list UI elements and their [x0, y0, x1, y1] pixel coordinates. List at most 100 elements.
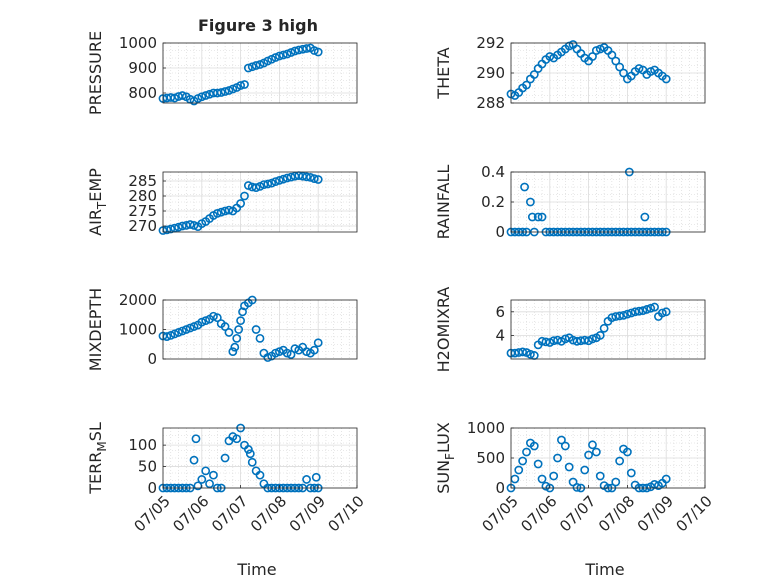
data-point: [234, 325, 244, 334]
data-point: [640, 212, 650, 222]
y-tick-label: 4: [495, 326, 505, 344]
data-point: [177, 91, 187, 100]
data-point: [638, 306, 648, 316]
data-point: [224, 328, 234, 337]
y-tick-label: 100: [128, 436, 157, 454]
axes-box: [162, 42, 358, 104]
data-point: [514, 465, 524, 475]
data-point: [255, 333, 265, 343]
y-axis-label: MIXDEPTH: [86, 288, 105, 371]
data-point: [243, 181, 253, 190]
subplot-7: 05010007/0507/0607/0707/0807/0907/10TERR…: [86, 422, 368, 535]
data-point: [174, 328, 183, 337]
data-point: [212, 313, 222, 323]
data-point: [615, 456, 625, 466]
data-point: [286, 48, 296, 57]
data-point: [553, 453, 562, 463]
data-point: [189, 220, 199, 230]
data-point: [560, 441, 570, 451]
data-point: [170, 329, 180, 339]
data-point: [174, 222, 183, 232]
y-tick-label: 292: [476, 34, 505, 52]
y-tick-label: 275: [128, 202, 157, 220]
data-point: [278, 174, 288, 184]
data-point: [564, 41, 574, 51]
y-tick-label: 1000: [119, 34, 157, 52]
data-point: [520, 182, 529, 192]
data-point: [209, 311, 218, 321]
data-point: [313, 47, 323, 57]
data-point: [181, 325, 191, 334]
data-point: [588, 440, 597, 450]
data-point: [274, 347, 284, 357]
data-point: [286, 172, 296, 182]
figure-title: Figure 3 high: [198, 16, 318, 35]
y-tick-label: 288: [476, 94, 505, 112]
y-axis-label-subscript: F: [443, 453, 457, 460]
data-point: [619, 68, 628, 78]
y-axis-label-text: SUN: [434, 460, 453, 494]
data-point: [185, 220, 195, 229]
y-tick-label: 800: [128, 84, 157, 102]
data-point: [611, 477, 621, 487]
y-tick-label: 50: [138, 458, 157, 476]
subplot-2: 288 290 292 THETA: [434, 34, 706, 112]
y-axis-label: TERRMSL: [86, 422, 109, 495]
data-point: [294, 45, 304, 55]
data-point: [623, 309, 632, 319]
data-point: [526, 197, 535, 207]
data-point: [197, 92, 207, 102]
data-point: [197, 317, 207, 327]
data-point: [302, 347, 311, 357]
data-point: [302, 172, 311, 182]
data-point: [313, 338, 323, 348]
data-point: [271, 53, 280, 62]
data-point: [595, 471, 605, 481]
data-point: [522, 80, 531, 90]
data-point: [232, 434, 242, 444]
subplot-5: 0 1000 2000 MIXDEPTH: [86, 288, 358, 371]
data-point: [549, 471, 559, 481]
data-point: [278, 50, 288, 60]
data-point: [557, 435, 566, 445]
data-point: [267, 178, 277, 188]
y-tick-label: 285: [128, 172, 157, 190]
data-point: [166, 224, 176, 234]
data-point: [518, 347, 528, 357]
y-tick-label: 290: [476, 64, 505, 82]
data-point: [191, 434, 201, 444]
data-point: [309, 174, 319, 183]
data-point: [642, 305, 652, 314]
y-axis-label-text: THETA: [434, 47, 453, 99]
data-point: [185, 323, 195, 333]
data-point: [309, 46, 319, 55]
y-axis-label-text: AIR: [86, 209, 105, 236]
data-point: [537, 474, 547, 484]
axes-box: [162, 171, 358, 233]
data-point: [263, 179, 273, 189]
y-axis-label-text: TERR: [86, 452, 105, 495]
data-point: [619, 310, 628, 320]
data-point: [595, 330, 605, 340]
data-point: [177, 221, 187, 231]
data-point: [527, 212, 537, 222]
data-point: [240, 191, 249, 201]
data-point: [236, 199, 245, 208]
data-point: [545, 52, 555, 61]
data-point: [212, 88, 222, 98]
data-point: [274, 51, 284, 61]
y-tick-label: 1000: [119, 321, 157, 339]
data-point: [615, 311, 625, 321]
y-tick-label: 0: [147, 350, 157, 368]
data-point: [228, 84, 238, 94]
data-point: [205, 479, 214, 489]
data-point: [626, 468, 636, 478]
data-point: [236, 316, 245, 326]
data-point: [282, 49, 292, 59]
data-point: [286, 350, 296, 359]
data-point: [588, 334, 597, 344]
data-point: [274, 175, 284, 185]
y-axis-label-text: SL: [86, 422, 105, 441]
data-point: [290, 344, 300, 354]
